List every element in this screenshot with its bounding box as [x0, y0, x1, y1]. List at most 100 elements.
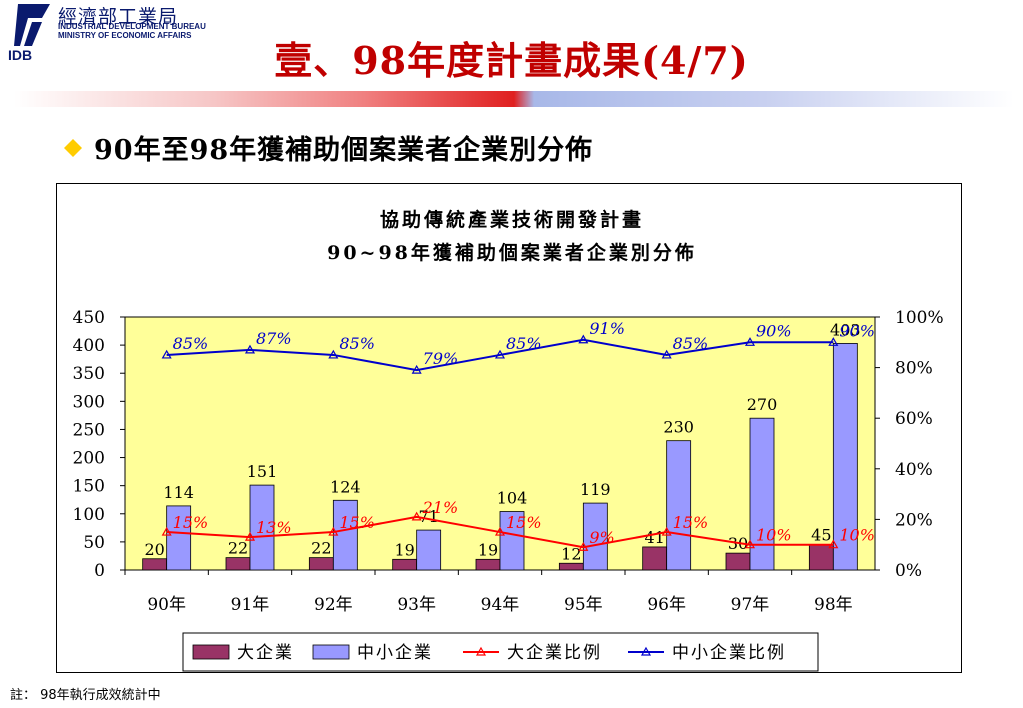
y-left-tick-label: 200	[73, 449, 105, 469]
bar-large-label: 12	[561, 544, 581, 563]
bar-sme-label: 104	[497, 489, 528, 508]
bar-sme-label: 151	[247, 462, 278, 481]
legend-label: 大企業	[237, 643, 294, 663]
bar-sme-label: 119	[580, 480, 611, 499]
bar-large	[642, 546, 668, 571]
diamond-bullet-icon-lower	[64, 148, 82, 157]
large-ratio-marker	[244, 531, 256, 541]
chart-subtitle: 90~98年獲補助個案業者企業別分佈	[327, 241, 697, 264]
sme-ratio-label: 91%	[589, 319, 625, 338]
y-left-tick-label: 50	[83, 533, 105, 553]
large-ratio-line	[166, 515, 834, 549]
legend-swatch	[192, 644, 230, 660]
large-ratio-label: 15%	[173, 513, 209, 532]
org-name-en-1: INDUSTRIAL DEVELOPMENT BUREAU	[58, 22, 206, 31]
y-right-tick-label: 80%	[895, 359, 933, 379]
bar-large	[392, 558, 418, 571]
x-tick-label: 94年	[481, 595, 520, 615]
bar-sme-label: 230	[663, 418, 694, 437]
large-ratio-label: 21%	[422, 498, 459, 517]
large-ratio-marker	[161, 526, 172, 536]
large-ratio-marker	[744, 539, 756, 549]
bar-large	[808, 544, 834, 571]
bar-large	[558, 562, 584, 571]
legend-swatch	[312, 644, 350, 660]
legend-label: 大企業比例	[507, 643, 602, 663]
y-left-tick-label: 0	[94, 561, 105, 581]
sme-ratio-label: 90%	[839, 321, 875, 340]
bar-large	[475, 558, 501, 571]
diamond-bullet-icon	[64, 139, 82, 148]
x-tick-label: 91年	[231, 595, 270, 615]
bar-large	[725, 552, 751, 571]
bar-large-label: 41	[644, 528, 664, 547]
bar-large-label: 20	[144, 540, 164, 559]
large-ratio-label: 10%	[756, 526, 792, 545]
chart-frame	[56, 183, 962, 673]
bar-sme-label: 124	[330, 477, 361, 496]
bar-sme	[166, 505, 192, 571]
bar-sme-label: 114	[163, 483, 194, 502]
y-left-tick-label: 250	[73, 420, 105, 440]
sme-ratio-marker	[161, 349, 172, 359]
bar-large-label: 19	[394, 540, 414, 559]
bar-sme	[416, 529, 442, 571]
sme-ratio-label: 87%	[256, 329, 292, 348]
sme-ratio-label: 85%	[173, 334, 209, 353]
bar-sme	[832, 343, 858, 571]
bar-large-label: 45	[811, 526, 831, 545]
sme-ratio-marker	[744, 337, 756, 346]
sme-ratio-marker	[411, 364, 422, 374]
large-ratio-marker	[328, 526, 339, 536]
legend-marker	[475, 646, 487, 656]
bar-sme	[499, 511, 525, 571]
sme-ratio-line	[166, 338, 834, 372]
y-right-tick-label: 60%	[895, 409, 933, 429]
y-right-tick-label: 20%	[895, 510, 933, 530]
page-title: 壹、98年度計畫成果(4/7)	[274, 38, 749, 83]
bar-large-label: 22	[228, 539, 248, 558]
legend-label: 中小企業	[357, 643, 433, 663]
logo-text: IDB	[8, 47, 33, 63]
large-ratio-label: 10%	[839, 526, 875, 545]
y-left-tick-label: 300	[73, 392, 105, 412]
sme-ratio-marker	[328, 349, 339, 359]
y-left-tick-label: 400	[73, 336, 105, 356]
y-right-tick-label: 100%	[895, 308, 944, 328]
y-left-tick-label: 100	[73, 505, 105, 525]
legend	[182, 632, 819, 672]
large-ratio-label: 15%	[506, 513, 542, 532]
large-ratio-marker	[578, 542, 589, 551]
bar-sme	[582, 502, 608, 571]
y-left-tick-label: 450	[73, 308, 105, 328]
org-name-zh: 經濟部工業局	[58, 6, 179, 28]
sme-ratio-label: 85%	[339, 334, 375, 353]
y-right-tick-label: 0%	[895, 561, 922, 581]
x-tick-label: 96年	[647, 595, 686, 615]
bar-large-label: 22	[311, 539, 331, 558]
large-ratio-label: 15%	[673, 513, 709, 532]
sme-ratio-marker	[494, 349, 506, 359]
org-name-en-2: MINISTRY OF ECONOMIC AFFAIRS	[58, 31, 192, 40]
large-ratio-marker	[494, 526, 506, 536]
bar-sme-label: 270	[747, 395, 778, 414]
y-left-tick-label: 350	[73, 364, 105, 384]
decorative-divider	[14, 91, 1014, 107]
x-tick-label: 95年	[564, 595, 603, 615]
x-tick-label: 97年	[731, 595, 770, 615]
bar-large	[308, 557, 334, 571]
bar-large-label: 19	[478, 540, 498, 559]
legend-label: 中小企業比例	[672, 643, 786, 663]
x-tick-label: 93年	[397, 595, 436, 615]
bar-large	[225, 557, 251, 571]
sme-ratio-label: 90%	[756, 321, 792, 340]
x-tick-label: 90年	[147, 595, 186, 615]
sme-ratio-marker	[828, 337, 839, 346]
sme-ratio-marker	[578, 334, 589, 344]
large-ratio-label: 15%	[339, 513, 375, 532]
bar-sme	[249, 484, 275, 571]
idb-logo	[14, 4, 54, 46]
bar-large	[142, 558, 168, 571]
y-right-tick-label: 40%	[895, 460, 933, 480]
bar-sme-label: 403	[830, 320, 861, 339]
